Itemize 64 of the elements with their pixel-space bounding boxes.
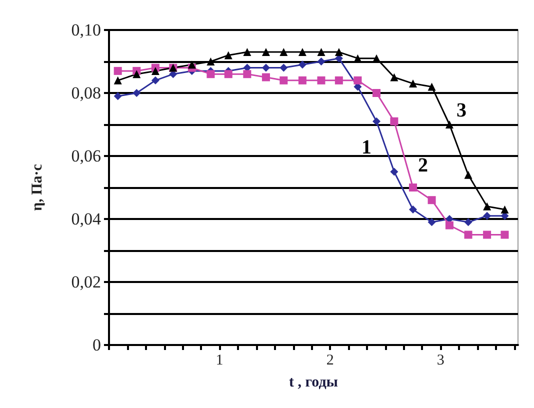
- point: [428, 196, 436, 204]
- point: [298, 76, 306, 84]
- point: [188, 60, 196, 69]
- point: [354, 76, 362, 84]
- point: [280, 76, 288, 84]
- point: [262, 64, 270, 72]
- annotation: 2: [418, 154, 428, 176]
- point: [408, 206, 417, 214]
- point: [464, 230, 472, 239]
- point: [243, 70, 252, 78]
- x-tick-label: 1: [216, 352, 224, 368]
- point: [298, 48, 306, 56]
- point: [224, 51, 232, 60]
- annotation: 3: [456, 100, 466, 122]
- point: [500, 206, 509, 214]
- point: [445, 120, 454, 128]
- point: [206, 58, 215, 66]
- point: [224, 70, 232, 78]
- point: [483, 202, 492, 210]
- point: [114, 66, 122, 75]
- annotation: 1: [362, 136, 372, 158]
- point: [483, 212, 492, 220]
- point: [262, 48, 270, 56]
- y-tick-label: 0: [92, 336, 101, 354]
- y-tick-label: 0,04: [71, 210, 102, 228]
- point: [280, 48, 288, 56]
- point: [334, 76, 343, 84]
- point: [408, 184, 417, 192]
- point: [445, 221, 454, 230]
- point: [334, 48, 343, 56]
- point: [243, 48, 252, 56]
- point: [464, 170, 472, 179]
- y-tick-label: 0,02: [71, 272, 101, 292]
- point: [132, 70, 141, 78]
- x-tick-label: 3: [436, 352, 444, 368]
- point: [151, 76, 160, 84]
- point: [390, 73, 398, 82]
- point: [317, 48, 326, 56]
- point: [114, 92, 122, 100]
- point: [114, 76, 122, 84]
- point: [408, 80, 417, 88]
- point: [372, 89, 381, 97]
- point: [483, 230, 492, 239]
- y-tick-label: 0,08: [71, 84, 101, 102]
- point: [372, 117, 381, 126]
- point: [262, 73, 270, 82]
- point: [428, 218, 436, 226]
- y-axis-title: η, Па·с: [30, 164, 46, 211]
- y-tick-label: 0,06: [71, 146, 101, 166]
- point: [390, 117, 398, 126]
- point: [280, 64, 288, 72]
- point: [317, 76, 326, 84]
- point: [500, 230, 509, 239]
- point: [390, 168, 398, 176]
- point: [428, 82, 436, 91]
- point: [132, 89, 141, 97]
- point: [317, 58, 326, 66]
- point: [151, 66, 160, 75]
- x-axis-title: t , годы: [288, 374, 338, 390]
- point: [206, 70, 215, 78]
- y-tick-label: 0,10: [71, 20, 101, 40]
- point: [298, 60, 306, 69]
- x-tick-label: 2: [326, 352, 334, 368]
- point: [464, 218, 472, 226]
